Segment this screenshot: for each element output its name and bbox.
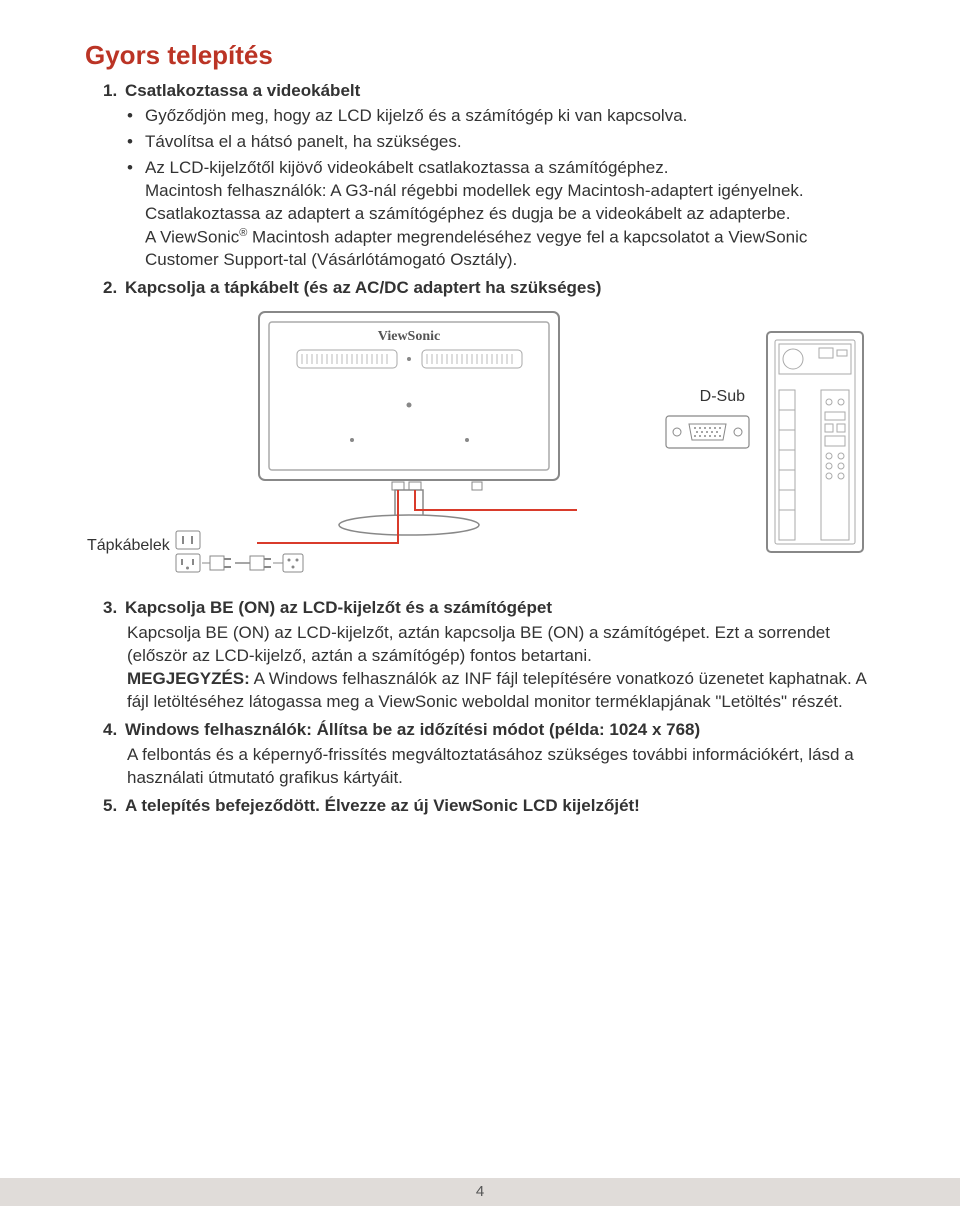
bullet-row: • Távolítsa el a hátsó panelt, ha szüksé… [127, 131, 875, 154]
step-4-body: A felbontás és a képernyő-frissítés megv… [127, 744, 875, 790]
step-5-num: 5. [103, 796, 125, 816]
power-cable-icon [175, 530, 315, 576]
connection-diagram: ViewSonic [127, 310, 875, 590]
step-3-label: Kapcsolja BE (ON) az LCD-kijelzőt és a s… [125, 598, 552, 617]
step-3-heading: 3.Kapcsolja BE (ON) az LCD-kijelzőt és a… [103, 598, 875, 618]
step-4-num: 4. [103, 720, 125, 740]
step-3-p1: Kapcsolja BE (ON) az LCD-kijelzőt, aztán… [127, 622, 875, 668]
step-2-label: Kapcsolja a tápkábelt (és az AC/DC adapt… [125, 278, 601, 297]
bullet-dot: • [127, 131, 145, 154]
bullet-text-a: Az LCD-kijelzőtől kijövő videokábelt csa… [145, 158, 668, 177]
step-2-num: 2. [103, 278, 125, 298]
dsub-label: D-Sub [700, 388, 745, 406]
bullet-text-d-pre: A ViewSonic [145, 227, 239, 246]
step-2-heading: 2.Kapcsolja a tápkábelt (és az AC/DC ada… [103, 278, 875, 298]
bullet-dot: • [127, 157, 145, 272]
pc-tower-icon [765, 330, 865, 560]
step-3-p2: MEGJEGYZÉS: A Windows felhasználók az IN… [127, 668, 875, 714]
cable-label: Tápkábelek [87, 537, 170, 555]
step-1-label: Csatlakoztassa a videokábelt [125, 81, 360, 100]
step-3-num: 3. [103, 598, 125, 618]
bullet-text: Az LCD-kijelzőtől kijövő videokábelt csa… [145, 157, 875, 272]
dsub-connector-icon [665, 415, 750, 449]
monitor-icon: ViewSonic [257, 310, 577, 550]
step-5-label: A telepítés befejeződött. Élvezze az új … [125, 796, 640, 815]
page: Gyors telepítés 1.Csatlakoztassa a video… [0, 0, 960, 1228]
step-4-p1: A felbontás és a képernyő-frissítés megv… [127, 744, 875, 790]
step-3-body: Kapcsolja BE (ON) az LCD-kijelzőt, aztán… [127, 622, 875, 714]
bullet-row: • Az LCD-kijelzőtől kijövő videokábelt c… [127, 157, 875, 272]
bullet-text: Távolítsa el a hátsó panelt, ha szüksége… [145, 131, 462, 154]
step-5-heading: 5.A telepítés befejeződött. Élvezze az ú… [103, 796, 875, 816]
bullet-text-c: Csatlakoztassa az adaptert a számítógéph… [145, 204, 790, 223]
step-1-heading: 1.Csatlakoztassa a videokábelt [103, 81, 875, 101]
viewsonic-logo-text: ViewSonic [378, 329, 440, 344]
note-label: MEGJEGYZÉS: [127, 669, 250, 688]
step-1-body: • Győződjön meg, hogy az LCD kijelző és … [127, 105, 875, 272]
step-1-num: 1. [103, 81, 125, 101]
step-4-label: Windows felhasználók: Állítsa be az időz… [125, 720, 700, 739]
step-4-heading: 4.Windows felhasználók: Állítsa be az id… [103, 720, 875, 740]
page-title: Gyors telepítés [85, 40, 875, 71]
bullet-row: • Győződjön meg, hogy az LCD kijelző és … [127, 105, 875, 128]
footer-page-number: 4 [0, 1178, 960, 1206]
bullet-text-b: Macintosh felhasználók: A G3-nál régebbi… [145, 181, 804, 200]
bullet-text: Győződjön meg, hogy az LCD kijelző és a … [145, 105, 687, 128]
bullet-dot: • [127, 105, 145, 128]
